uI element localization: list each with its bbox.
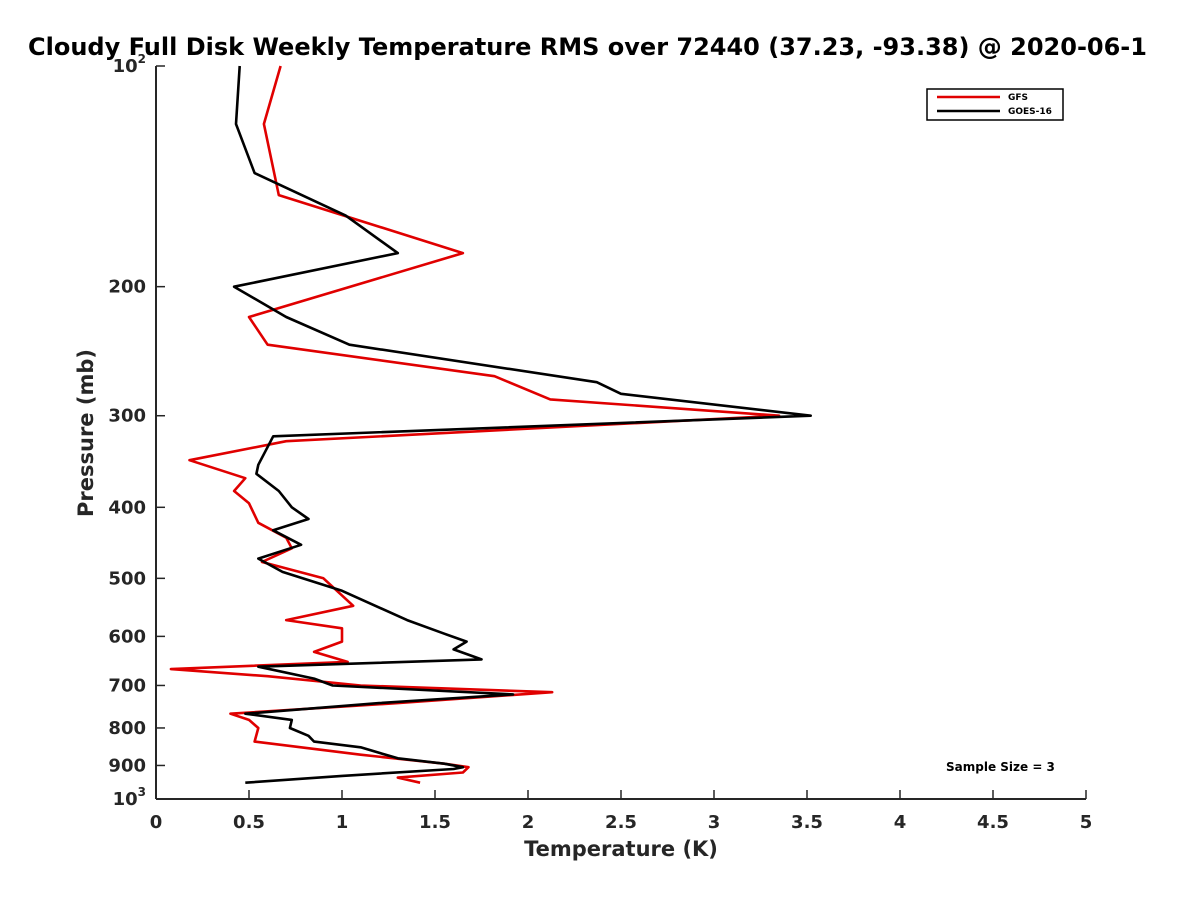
y-tick-label: 300 xyxy=(108,406,146,427)
y-tick-label: 500 xyxy=(108,568,146,589)
series-line-goes16 xyxy=(232,65,813,784)
x-tick-label: 0 xyxy=(150,812,163,833)
legend-label-gfs: GFS xyxy=(1008,93,1028,103)
y-axis-label: Pressure (mb) xyxy=(74,349,98,517)
y-tick-label: 900 xyxy=(108,755,146,776)
y-tick-label-base: 10 xyxy=(113,56,138,77)
sample-size-annotation: Sample Size = 3 xyxy=(946,760,1055,774)
legend-label-goes16: GOES-16 xyxy=(1008,107,1052,117)
x-tick-label: 1.5 xyxy=(419,812,451,833)
series-layer xyxy=(169,65,813,784)
x-tick-label: 4 xyxy=(894,812,907,833)
plot-axes xyxy=(155,66,1086,800)
y-tick-label: 700 xyxy=(108,675,146,696)
x-tick-label: 3.5 xyxy=(791,812,823,833)
x-tick-label: 1 xyxy=(336,812,349,833)
tick-layer: 0 0.5 1 1.5 2 2.5 3 3.5 4 4.5 51022003004005006007… xyxy=(108,52,1092,833)
x-axis-label: Temperature (K) xyxy=(524,837,718,861)
x-tick-label: 4.5 xyxy=(977,812,1009,833)
y-tick-label-exponent: 2 xyxy=(138,52,146,66)
x-tick-label: 5 xyxy=(1080,812,1093,833)
y-tick-label: 600 xyxy=(108,626,146,647)
chart-title: Cloudy Full Disk Weekly Temperature RMS … xyxy=(28,33,1147,61)
y-tick-label: 103 xyxy=(113,785,146,810)
x-tick-label: 0.5 xyxy=(233,812,265,833)
y-tick-label: 400 xyxy=(108,497,146,518)
y-tick-label: 102 xyxy=(113,52,146,77)
legend: GFS GOES-16 xyxy=(926,88,1064,121)
y-tick-label-exponent: 3 xyxy=(138,785,146,799)
x-tick-label: 2.5 xyxy=(605,812,637,833)
legend-box xyxy=(926,88,1064,121)
y-tick-label: 200 xyxy=(108,277,146,298)
y-tick-label-base: 10 xyxy=(113,789,138,810)
y-tick-label: 800 xyxy=(108,718,146,739)
x-tick-label: 2 xyxy=(522,812,535,833)
series-line-gfs xyxy=(169,65,781,784)
x-tick-label: 3 xyxy=(708,812,721,833)
